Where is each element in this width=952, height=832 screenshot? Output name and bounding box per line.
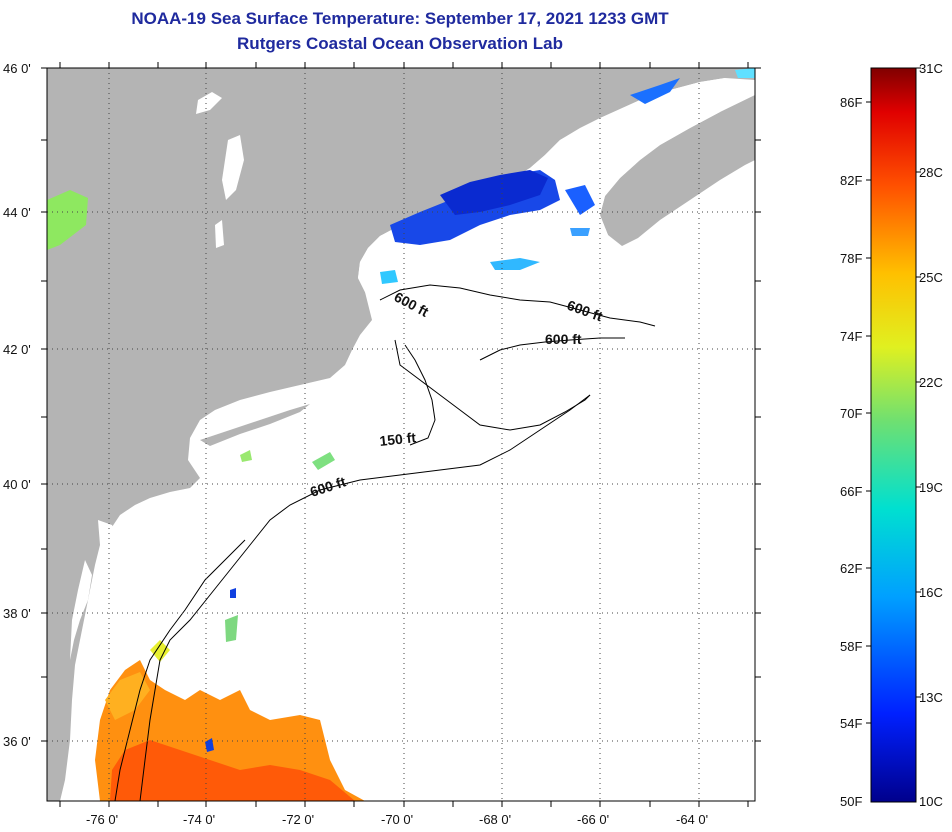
- sst-green-patch: [240, 450, 252, 462]
- colorbar-f-label: 86F: [840, 95, 862, 110]
- lake: [215, 220, 224, 248]
- sst-cyan-patch: [490, 258, 540, 270]
- colorbar-c-label: 13C: [919, 690, 943, 705]
- land-mainland: [47, 68, 755, 801]
- sst-cold-speck: [230, 588, 236, 598]
- lon-label: -72 0': [282, 812, 314, 827]
- land-nova-scotia: [600, 95, 755, 246]
- colorbar-c-label: 19C: [919, 480, 943, 495]
- sst-warm-region: [150, 640, 170, 662]
- colorbar-f-label: 62F: [840, 561, 862, 576]
- lon-label: -74 0': [183, 812, 215, 827]
- bay: [98, 520, 118, 560]
- lat-label: 40 0': [3, 477, 31, 492]
- sst-cold-band: [440, 170, 548, 215]
- lat-label: 36 0': [3, 734, 31, 749]
- colorbar-f-label: 78F: [840, 251, 862, 266]
- sst-warm-region: [105, 672, 150, 720]
- sst-cold-patch: [565, 185, 595, 215]
- lon-label: -64 0': [676, 812, 708, 827]
- colorbar-f-label: 50F: [840, 794, 862, 809]
- colorbar-c-label: 10C: [919, 794, 943, 809]
- lat-label: 46 0': [3, 61, 31, 76]
- graticule: [47, 68, 755, 801]
- map-subtitle: Rutgers Coastal Ocean Observation Lab: [237, 34, 563, 53]
- contour-shelf: [394, 339, 591, 431]
- contour-600ft-shelf: [139, 394, 591, 801]
- colorbar-c-label: 22C: [919, 375, 943, 390]
- contour-600ft-gom: [379, 284, 656, 327]
- lon-label: -68 0': [479, 812, 511, 827]
- sst-green-patch: [225, 615, 238, 642]
- colorbar-f-label: 58F: [840, 639, 862, 654]
- lon-label: -70 0': [381, 812, 413, 827]
- colorbar-ticks: [866, 67, 921, 724]
- contour-label: 600 ft: [545, 331, 582, 347]
- lat-label: 44 0': [3, 205, 31, 220]
- lon-label: -66 0': [577, 812, 609, 827]
- colorbar-f-label: 54F: [840, 716, 862, 731]
- colorbar-f-label: 74F: [840, 329, 862, 344]
- sst-warm-region: [110, 740, 355, 801]
- lake: [196, 92, 222, 114]
- colorbar-c-label: 25C: [919, 270, 943, 285]
- colorbar: [870, 67, 917, 803]
- sst-cyan-patch: [735, 68, 755, 78]
- sst-cyan-patch: [380, 270, 398, 284]
- colorbar-f-label: 82F: [840, 173, 862, 188]
- map-border: [46, 67, 756, 802]
- colorbar-c-label: 31C: [919, 61, 943, 76]
- contour-150ft: [404, 344, 436, 446]
- colorbar-c-label: 16C: [919, 585, 943, 600]
- bay: [70, 560, 92, 660]
- tick-marks: [41, 62, 761, 807]
- sst-green-patch: [312, 452, 335, 470]
- contour-coastal: [114, 539, 246, 801]
- sst-cold-patch: [570, 228, 590, 236]
- colorbar-f-label: 66F: [840, 484, 862, 499]
- sst-cold-patch: [630, 78, 680, 104]
- contour-label: 150 ft: [379, 429, 417, 449]
- land-long-island: [200, 404, 310, 446]
- lake: [222, 135, 244, 200]
- map-title: NOAA-19 Sea Surface Temperature: Septemb…: [131, 9, 669, 28]
- lat-label: 38 0': [3, 606, 31, 621]
- lat-label: 42 0': [3, 342, 31, 357]
- lon-label: -76 0': [86, 812, 118, 827]
- colorbar-c-label: 28C: [919, 165, 943, 180]
- lake-ontario: [47, 190, 88, 250]
- colorbar-f-label: 70F: [840, 406, 862, 421]
